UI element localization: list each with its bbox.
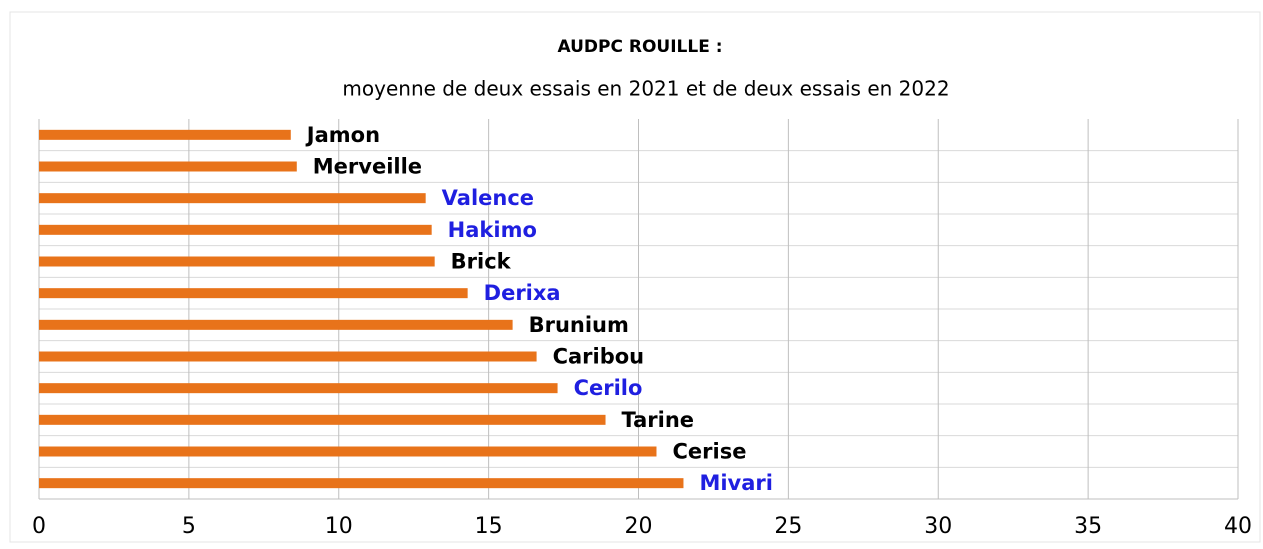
chart-subtitle: moyenne de deux essais en 2021 et de deu… bbox=[342, 77, 949, 101]
bar bbox=[39, 446, 657, 457]
chart-title: AUDPC ROUILLE : bbox=[557, 37, 722, 57]
x-tick-label: 40 bbox=[1224, 514, 1252, 539]
x-tick-label: 30 bbox=[924, 514, 952, 539]
bar-label: Cerise bbox=[672, 440, 746, 464]
bar-label: Merveille bbox=[313, 155, 422, 179]
x-tick-label: 20 bbox=[625, 514, 653, 539]
bar bbox=[39, 193, 426, 204]
bar bbox=[39, 161, 297, 172]
bar bbox=[39, 478, 684, 489]
bar-label: Valence bbox=[442, 186, 534, 210]
bar-label: Hakimo bbox=[448, 218, 537, 242]
bar bbox=[39, 414, 606, 425]
bar-label: Cerilo bbox=[574, 376, 643, 400]
bar bbox=[39, 288, 468, 299]
bar bbox=[39, 129, 291, 140]
x-tick-label: 0 bbox=[32, 514, 46, 539]
bar-label: Jamon bbox=[305, 123, 380, 147]
bar bbox=[39, 351, 537, 362]
bar-label: Brick bbox=[451, 250, 512, 274]
bar bbox=[39, 319, 513, 330]
x-tick-label: 25 bbox=[774, 514, 802, 539]
bar bbox=[39, 224, 432, 235]
bar-label: Tarine bbox=[622, 408, 695, 432]
x-tick-label: 5 bbox=[182, 514, 196, 539]
bar bbox=[39, 256, 435, 267]
x-tick-label: 10 bbox=[325, 514, 353, 539]
x-tick-label: 15 bbox=[475, 514, 503, 539]
x-tick-label: 35 bbox=[1074, 514, 1102, 539]
bar-label: Caribou bbox=[553, 345, 645, 369]
bar bbox=[39, 383, 558, 394]
bar-label: Derixa bbox=[484, 281, 561, 305]
bar-label: Brunium bbox=[529, 313, 629, 337]
bar-label: Mivari bbox=[699, 471, 773, 495]
